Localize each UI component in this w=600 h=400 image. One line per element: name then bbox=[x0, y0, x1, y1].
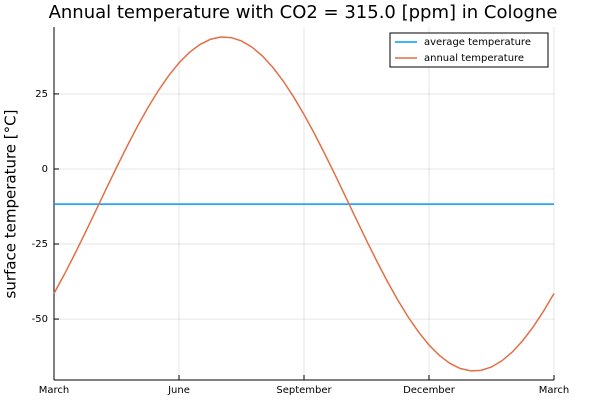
x-tick-label: March bbox=[539, 385, 569, 396]
y-tick-label: 25 bbox=[35, 89, 48, 100]
legend-label: average temperature bbox=[424, 37, 531, 48]
chart-title: Annual temperature with CO2 = 315.0 [ppm… bbox=[49, 2, 558, 23]
x-tick-label: September bbox=[276, 385, 332, 396]
y-axis-label: surface temperature [°C] bbox=[2, 110, 20, 299]
y-tick-label: -25 bbox=[32, 239, 48, 250]
x-tick-label: June bbox=[167, 385, 190, 396]
line bbox=[53, 36, 555, 372]
y-tick-label: -50 bbox=[32, 314, 48, 325]
x-tick-label: March bbox=[39, 385, 69, 396]
y-tick-label: 0 bbox=[42, 164, 48, 175]
legend-label: annual temperature bbox=[424, 53, 524, 64]
legend-box bbox=[389, 32, 549, 68]
x-tick-label: December bbox=[403, 385, 456, 396]
